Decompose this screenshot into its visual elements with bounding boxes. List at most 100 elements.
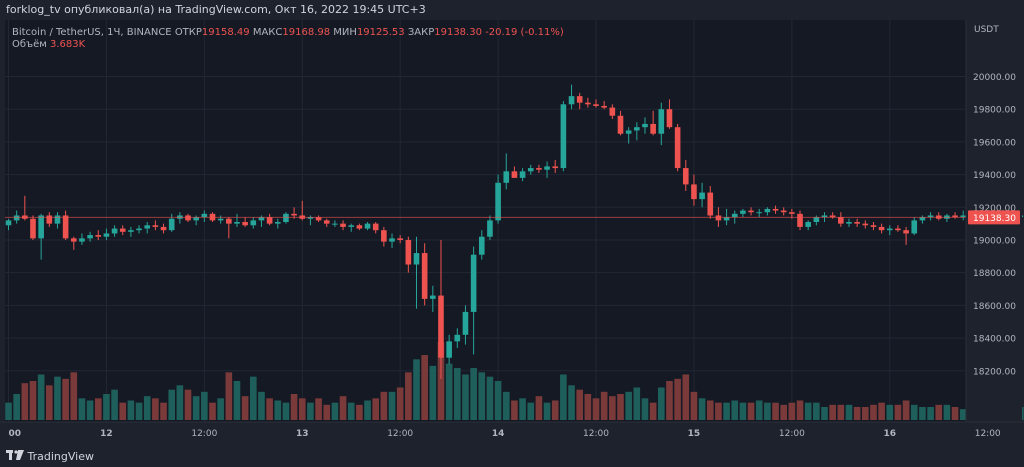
volume-bar bbox=[103, 394, 110, 420]
candle-body bbox=[103, 233, 110, 237]
volume-bar bbox=[86, 400, 94, 420]
volume-bar bbox=[13, 394, 20, 420]
time-axis[interactable]: 00 12 12:00 13 12:00 14 12:00 15 12:00 16 12:00 bbox=[0, 421, 1024, 442]
candle-body bbox=[682, 168, 689, 185]
volume-bar bbox=[788, 402, 796, 420]
volume-bar bbox=[731, 400, 739, 420]
brand-name[interactable]: TradingView bbox=[27, 450, 94, 463]
time-tick-label: 12:00 bbox=[975, 429, 1001, 439]
published-line: forklog_tv опубликовал(а) на TradingView… bbox=[6, 3, 426, 16]
volume-bar bbox=[551, 400, 559, 420]
candle-body bbox=[421, 253, 428, 299]
price-tick-label: 19400.00 bbox=[973, 171, 1016, 181]
candle-body bbox=[846, 222, 852, 224]
candle-body bbox=[185, 215, 191, 221]
candle-body bbox=[144, 225, 151, 229]
chart-area[interactable] bbox=[5, 20, 1022, 442]
volume-bar bbox=[462, 374, 469, 420]
volume-bar bbox=[486, 376, 494, 420]
candle-body bbox=[544, 166, 550, 170]
volume-bar bbox=[454, 368, 461, 420]
volume-bar bbox=[943, 404, 951, 420]
candle-body bbox=[291, 213, 297, 216]
candle-body bbox=[372, 223, 379, 231]
volume-bar bbox=[543, 402, 551, 420]
candle-body bbox=[731, 213, 738, 218]
candle-body bbox=[797, 213, 803, 227]
volume-legend: Объём 3.683K bbox=[12, 39, 85, 50]
candle-body bbox=[30, 218, 36, 239]
symbol-legend: Bitcoin / TetherUS, 1Ч, BINANCE ОТКР1915… bbox=[12, 26, 564, 40]
volume-bar bbox=[739, 402, 747, 420]
volume-bar bbox=[609, 396, 616, 420]
volume-bar bbox=[535, 396, 543, 420]
volume-bar bbox=[21, 383, 29, 420]
candle-body bbox=[576, 96, 583, 103]
tradingview-logo-icon[interactable] bbox=[6, 447, 24, 467]
volume-bar bbox=[315, 398, 322, 420]
volume-bar bbox=[919, 407, 926, 420]
volume-bar bbox=[46, 385, 53, 420]
volume-bar bbox=[813, 402, 820, 420]
candle-body bbox=[250, 220, 257, 226]
volume-bar bbox=[111, 389, 118, 420]
volume-bar bbox=[225, 372, 233, 420]
volume-bar bbox=[323, 404, 331, 420]
time-tick-label: 13 bbox=[296, 429, 309, 439]
candle-body bbox=[805, 222, 811, 227]
grid bbox=[5, 20, 989, 422]
candles bbox=[5, 84, 1024, 379]
candle-body bbox=[160, 226, 167, 231]
volume-bar bbox=[421, 355, 428, 420]
candle-body bbox=[13, 215, 20, 221]
volume-value: 3.683K bbox=[50, 39, 86, 50]
time-tick-label: 12:00 bbox=[387, 429, 413, 439]
candle-body bbox=[707, 192, 714, 216]
volume-bar bbox=[250, 376, 257, 420]
low-value: 19125.53 bbox=[356, 27, 405, 38]
volume-bar bbox=[94, 398, 102, 420]
candle-body bbox=[413, 253, 420, 265]
candle-body bbox=[430, 295, 436, 299]
volume-bar bbox=[54, 376, 61, 420]
symbol-name[interactable]: Bitcoin / TetherUS, 1Ч, BINANCE bbox=[12, 27, 172, 38]
volume-bar bbox=[331, 402, 339, 420]
volume-bar bbox=[853, 407, 861, 420]
candle-body bbox=[895, 228, 901, 231]
volume-bar bbox=[649, 402, 657, 420]
volume-bar bbox=[910, 404, 918, 420]
volume-bar bbox=[568, 385, 575, 420]
volume-bar bbox=[282, 402, 290, 420]
volume-bar bbox=[119, 402, 127, 420]
open-label: ОТКР bbox=[174, 27, 202, 38]
volume-bar bbox=[592, 398, 600, 420]
candle-body bbox=[454, 334, 461, 342]
time-axis-bg bbox=[0, 422, 1024, 442]
price-axis[interactable]: USDT 18200.00 18400.00 18600.00 18800.00 1900… bbox=[965, 20, 1022, 442]
candle-body bbox=[609, 107, 616, 116]
candle-body bbox=[193, 217, 199, 221]
candle-body bbox=[5, 220, 12, 226]
volume-bar bbox=[927, 407, 934, 420]
candle-body bbox=[266, 217, 273, 224]
candle-body bbox=[756, 212, 763, 214]
volume-label: Объём bbox=[12, 39, 47, 50]
volume-bar bbox=[690, 391, 698, 420]
price-tick-label: 18400.00 bbox=[973, 335, 1016, 345]
candle-body bbox=[527, 168, 534, 172]
candle-body bbox=[772, 208, 779, 211]
volume-bar bbox=[478, 372, 486, 420]
volume-bar bbox=[837, 404, 845, 420]
candle-body bbox=[674, 127, 681, 169]
volume-bar bbox=[201, 391, 208, 420]
volume-bar bbox=[396, 387, 404, 420]
volume-bar bbox=[829, 404, 836, 420]
candle-body bbox=[642, 123, 648, 128]
candle-body bbox=[862, 223, 869, 226]
volume-bar bbox=[959, 409, 967, 420]
high-value: 19168.98 bbox=[282, 27, 331, 38]
candle-body bbox=[503, 171, 510, 183]
volume-bar bbox=[37, 374, 45, 420]
volume-bar bbox=[470, 368, 477, 420]
